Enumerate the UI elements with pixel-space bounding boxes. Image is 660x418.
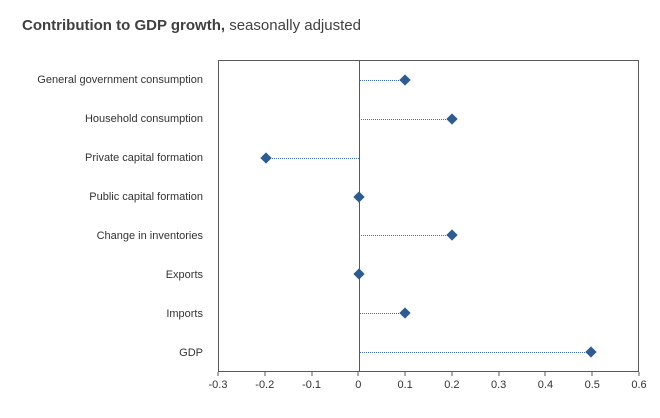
- x-axis: -0.3 -0.2 -0.1 0 0.1 0.2 0.3 0.4 0.5 0.6: [209, 379, 647, 395]
- chart-row: [219, 294, 638, 333]
- category-label: Change in inventories: [96, 229, 203, 242]
- x-tick-label: 0.5: [584, 379, 600, 391]
- leader-line: [265, 157, 359, 159]
- x-tick-label: 0: [355, 379, 362, 391]
- x-tick-mark: [544, 372, 546, 376]
- x-tick-mark: [451, 372, 453, 376]
- data-point-marker: [399, 74, 411, 87]
- category-label: Public capital formation: [89, 190, 203, 203]
- data-point-marker: [585, 345, 598, 358]
- x-tick-label: -0.2: [255, 379, 275, 391]
- x-tick-mark: [357, 372, 359, 376]
- chart-row: [219, 216, 638, 255]
- x-tick-label: -0.3: [208, 379, 228, 391]
- chart-title-main: Contribution to GDP growth,: [22, 17, 226, 34]
- chart-row: [219, 332, 638, 371]
- chart-row: [219, 139, 638, 178]
- x-tick-label: -0.1: [302, 379, 322, 391]
- leader-line: [358, 80, 406, 82]
- x-tick-mark: [591, 372, 593, 376]
- leader-line: [358, 351, 592, 353]
- category-label: Exports: [165, 268, 203, 281]
- leader-line: [358, 312, 406, 314]
- chart-title-subtitle: seasonally adjusted: [225, 17, 361, 34]
- x-tick-mark: [264, 372, 266, 376]
- x-tick-mark: [217, 372, 219, 376]
- data-point-marker: [399, 307, 411, 319]
- x-tick-label: 0.2: [444, 379, 460, 391]
- data-point-marker: [352, 268, 365, 280]
- category-label: GDP: [179, 346, 203, 359]
- chart-row: [219, 100, 638, 139]
- x-tick-label: 0.4: [537, 379, 554, 391]
- x-tick-label: 0.6: [631, 379, 647, 391]
- leader-line: [358, 235, 452, 237]
- category-label: Household consumption: [84, 112, 203, 125]
- x-tick-mark: [311, 372, 313, 376]
- x-tick-mark: [404, 372, 406, 376]
- data-point-marker: [259, 152, 272, 164]
- x-tick-label: 0.3: [491, 379, 507, 391]
- chart-row: [219, 61, 638, 100]
- chart-title: Contribution to GDP growth, seasonally a…: [22, 17, 361, 34]
- x-tick-mark: [498, 372, 500, 376]
- leader-line: [358, 119, 452, 121]
- x-tick-mark: [638, 372, 640, 376]
- zero-axis-line: [358, 61, 360, 371]
- data-point-marker: [446, 229, 458, 242]
- data-point-marker: [446, 113, 458, 125]
- category-label: Private capital formation: [85, 151, 203, 164]
- x-axis-tickmarks: [217, 372, 640, 377]
- chart-row: [219, 255, 638, 294]
- x-tick-label: 0.1: [397, 379, 413, 391]
- chart-row: [219, 177, 638, 216]
- data-point-marker: [352, 190, 365, 203]
- category-labels: General government consumption Household …: [0, 60, 212, 372]
- category-label: Imports: [166, 307, 203, 320]
- plot-area: [218, 60, 639, 372]
- category-label: General government consumption: [37, 73, 203, 86]
